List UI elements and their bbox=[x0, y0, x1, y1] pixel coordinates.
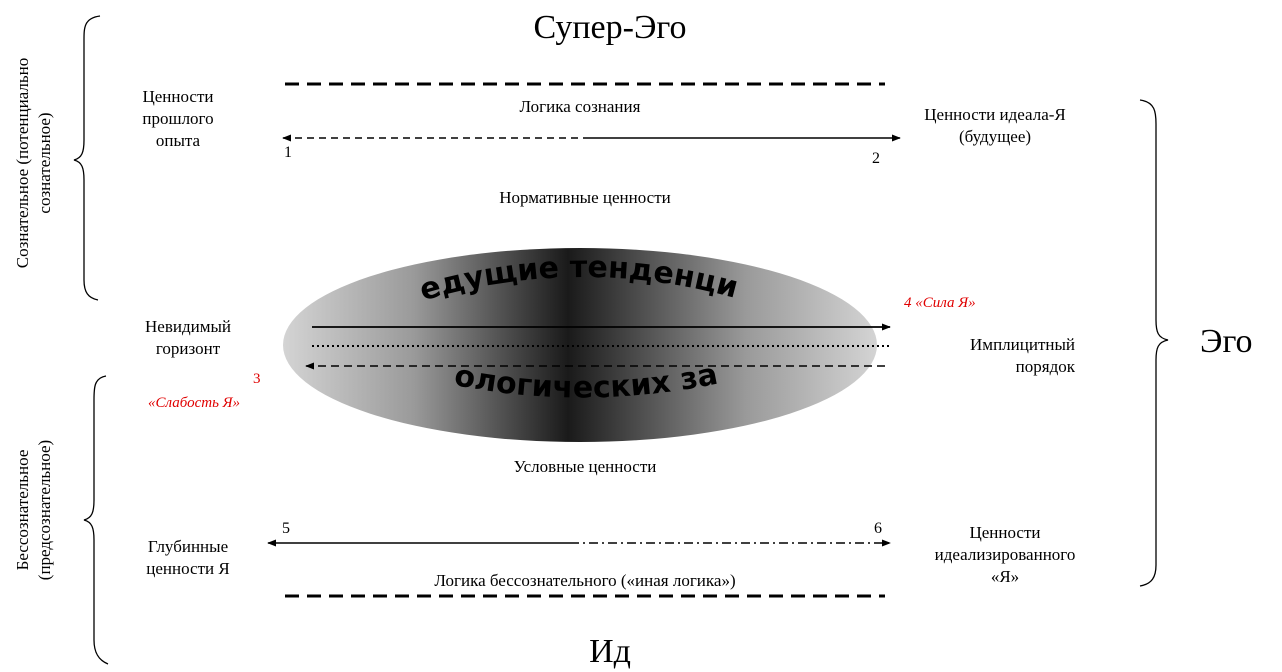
conscious-label-line1: Сознательное (потенциально bbox=[13, 57, 32, 269]
ideal-self-values: Ценности идеала-Я (будущее) bbox=[900, 104, 1090, 148]
unconscious-label: Бессознательное (предсознательное) bbox=[12, 380, 56, 640]
marker-2: 2 bbox=[872, 150, 880, 167]
marker-6: 6 bbox=[874, 520, 882, 537]
super-ego-title: Супер-Эго bbox=[533, 9, 687, 46]
unconscious-label-line2: (предсознательное) bbox=[35, 439, 54, 581]
idealized-self-values-line3: «Я» bbox=[990, 567, 1020, 586]
past-values: Ценности прошлого опыта bbox=[118, 86, 238, 152]
idealized-self-values-line1: Ценности bbox=[969, 523, 1041, 542]
invisible-horizon-line1: Невидимый bbox=[145, 317, 231, 336]
marker-1: 1 bbox=[284, 144, 292, 161]
implicit-order-line1: Имплицитный bbox=[970, 335, 1075, 354]
logic-of-consciousness: Логика сознания bbox=[519, 97, 641, 116]
ego-strength-label: 4 «Сила Я» bbox=[904, 295, 976, 311]
right-brace-ego bbox=[1139, 99, 1169, 587]
ideal-self-values-line2: (будущее) bbox=[958, 127, 1032, 146]
idealized-self-values: Ценности идеализированного «Я» bbox=[900, 522, 1110, 588]
deep-self-values: Глубинные ценности Я bbox=[118, 536, 258, 580]
past-values-line2: прошлого bbox=[142, 109, 214, 128]
ideal-self-values-line1: Ценности идеала-Я bbox=[924, 105, 1066, 124]
normative-values: Нормативные ценности bbox=[499, 188, 671, 207]
past-values-line3: опыта bbox=[155, 131, 201, 150]
deep-self-values-line1: Глубинные bbox=[147, 537, 229, 556]
ego-weakness-number: 3 bbox=[253, 371, 261, 387]
idealized-self-values-line2: идеализированного bbox=[934, 545, 1076, 564]
id-title: Ид bbox=[589, 633, 631, 670]
ego-title: Эго bbox=[1200, 323, 1253, 360]
conscious-label: Сознательное (потенциально сознательное) bbox=[12, 8, 56, 318]
conscious-label-line2: сознательное) bbox=[35, 112, 54, 214]
logic-of-unconscious: Логика бессознательного («иная логика») bbox=[434, 571, 736, 590]
ego-weakness-label: «Слабость Я» bbox=[148, 395, 240, 411]
invisible-horizon: Невидимый горизонт bbox=[118, 316, 258, 360]
marker-5: 5 bbox=[282, 520, 290, 537]
implicit-order: Имплицитный порядок bbox=[900, 334, 1075, 378]
invisible-horizon-line2: горизонт bbox=[155, 339, 221, 358]
left-brace-bottom bbox=[83, 375, 109, 665]
left-brace-top bbox=[73, 15, 101, 301]
unconscious-label-line1: Бессознательное bbox=[13, 449, 32, 571]
deep-self-values-line2: ценности Я bbox=[146, 559, 230, 578]
implicit-order-line2: порядок bbox=[1015, 357, 1075, 376]
tendencies-ellipse bbox=[283, 248, 877, 442]
past-values-line1: Ценности bbox=[142, 87, 214, 106]
conditional-values: Условные ценности bbox=[513, 457, 657, 476]
